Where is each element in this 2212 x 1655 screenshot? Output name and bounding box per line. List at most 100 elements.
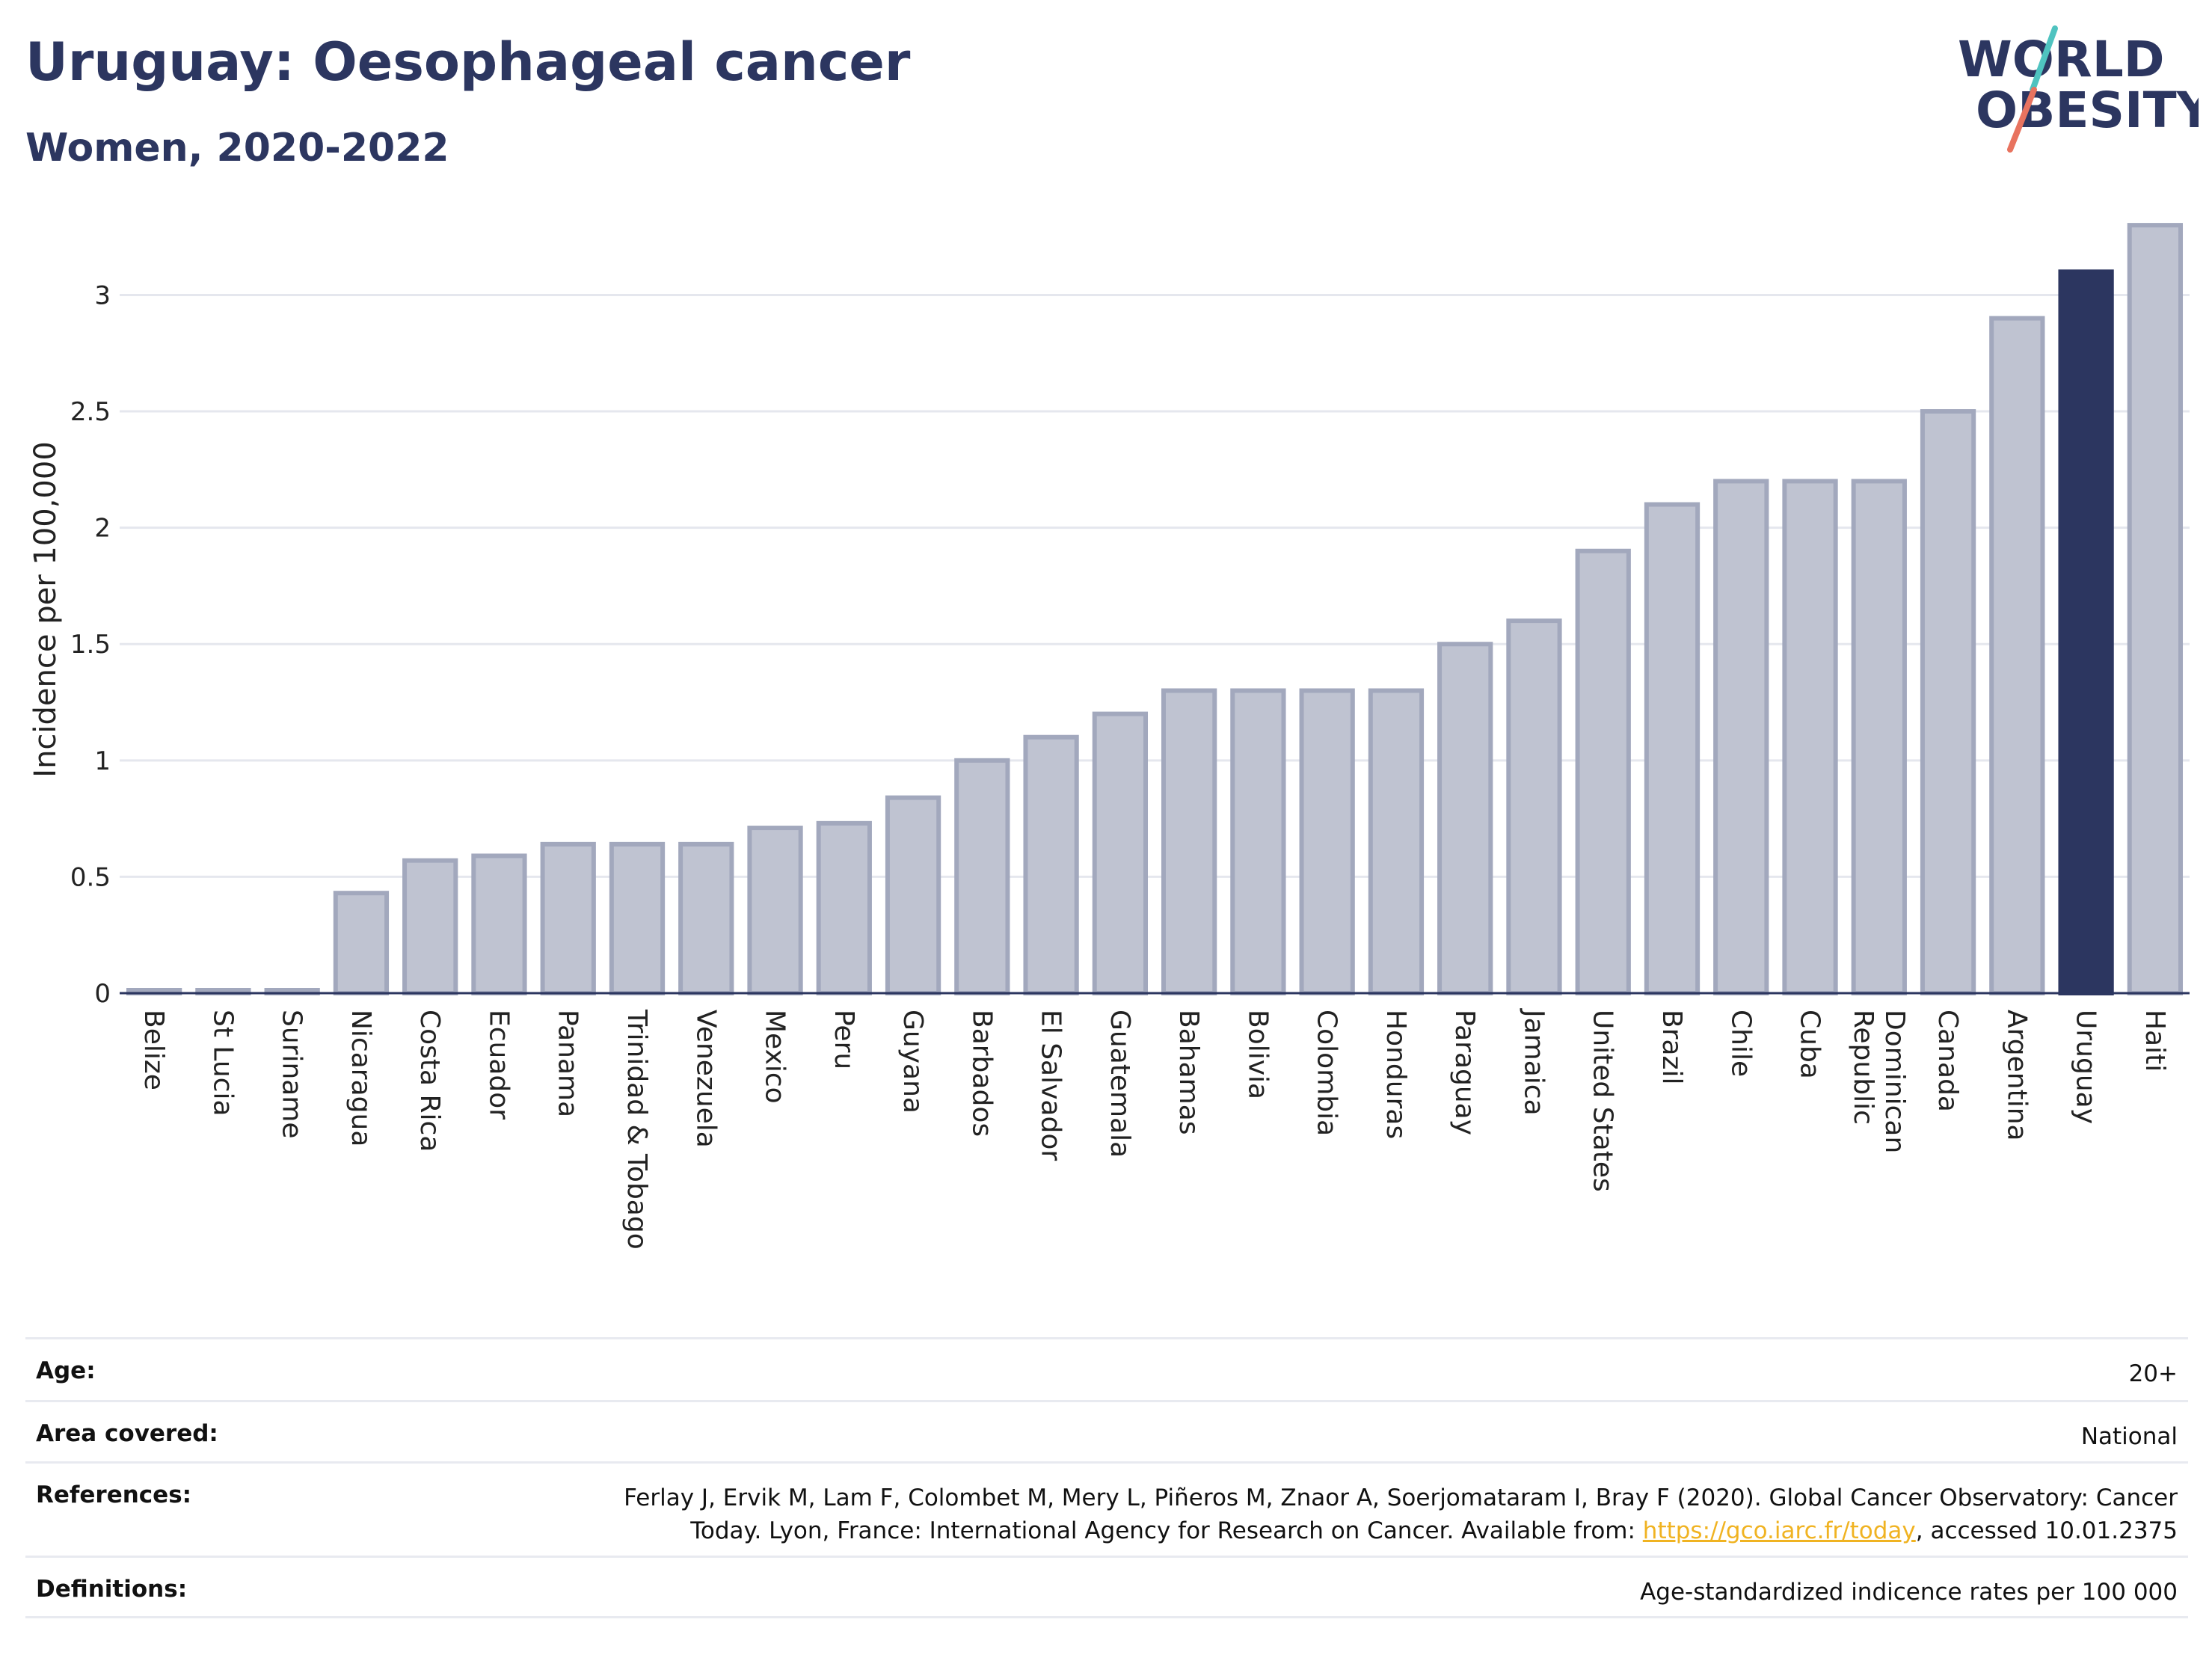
x-tick-label: Mexico (760, 1010, 790, 1104)
bar-bahamas (1161, 688, 1217, 995)
x-tick-label: Belize (138, 1010, 169, 1090)
bar-ecuador (471, 853, 527, 995)
x-tick-text: Jamaica (1518, 1008, 1549, 1116)
x-tick-text: Chile (1725, 1010, 1756, 1077)
logo-line-1: WORLD (1958, 31, 2165, 88)
definitions-label: Definitions: (36, 1576, 188, 1603)
x-tick-label: Argentina (2001, 1010, 2032, 1141)
bar-haiti (2127, 223, 2184, 995)
x-tick-text: Barbados (966, 1010, 997, 1137)
bar-paraguay (1437, 642, 1493, 995)
x-tick-label: Honduras (1380, 1010, 1411, 1139)
x-tick-label: Nicaragua (345, 1010, 376, 1146)
x-tick-label: St Lucia (207, 1010, 238, 1117)
x-tick-text: Panama (553, 1010, 583, 1117)
bar-costa-rica (402, 858, 458, 995)
x-tick-text: Guatemala (1105, 1010, 1135, 1158)
y-tick-label: 1 (94, 746, 111, 776)
bar-chile (1713, 479, 1769, 995)
x-tick-text: Bahamas (1173, 1010, 1204, 1135)
meta-row-age: Age: 20+ (25, 1337, 2188, 1400)
x-tick-text: Belize (138, 1010, 169, 1090)
x-tick-text: El Salvador (1036, 1010, 1066, 1161)
x-tick-text: Paraguay (1449, 1010, 1480, 1135)
meta-row-references: References: Ferlay J, Ervik M, Lam F, Co… (25, 1461, 2188, 1556)
bar-argentina (1989, 316, 2045, 995)
definitions-value: Age-standardized indicence rates per 100… (1640, 1579, 2178, 1606)
bar-peru (816, 820, 872, 996)
age-value: 20+ (2128, 1360, 2178, 1387)
bar-mexico (747, 826, 803, 995)
grid-lines (120, 293, 2190, 878)
x-tick-label: Uruguay (2071, 1010, 2101, 1124)
y-axis-title: Incidence per 100,000 (28, 441, 63, 778)
x-tick-text: Cuba (1795, 1010, 1825, 1079)
y-tick-label: 2 (94, 514, 111, 544)
x-tick-label: United States (1588, 1010, 1618, 1192)
axis-labels: 0 0.5 1 1.5 2 2.5 3 Belize St Lucia Suriname Nicar… (28, 280, 2170, 1249)
metadata-table: Age: 20+ Area covered: National Referenc… (25, 1337, 2188, 1618)
x-tick-label: Chile (1725, 1010, 1756, 1077)
x-tick-label: Paraguay (1449, 1010, 1480, 1135)
references-line-2-pre: Today. Lyon, France: International Agenc… (690, 1517, 1643, 1544)
bar-uruguay (2058, 269, 2114, 995)
bar-honduras (1368, 688, 1425, 995)
x-tick-text: Canada (1932, 1010, 1963, 1112)
references-line-1: Ferlay J, Ervik M, Lam F, Colombet M, Me… (624, 1484, 2178, 1511)
references-link[interactable]: https://gco.iarc.fr/today (1642, 1517, 1916, 1544)
x-tick-label: Canada (1932, 1010, 1963, 1112)
x-tick-text: Ecuador (483, 1010, 514, 1120)
y-tick-label: 0.5 (70, 862, 111, 892)
page-subtitle: Women, 2020-2022 (25, 126, 449, 171)
x-tick-text: Nicaragua (345, 1010, 376, 1146)
bars (126, 223, 2184, 996)
x-tick-text: Venezuela (690, 1010, 721, 1148)
bar-bolivia (1230, 688, 1286, 995)
x-tick-label: Bolivia (1242, 1010, 1273, 1099)
bar-jamaica (1506, 618, 1562, 996)
x-tick-text: United States (1588, 1010, 1618, 1192)
x-tick-text: Peru (829, 1010, 859, 1069)
x-tick-label: Guyana (897, 1010, 928, 1114)
x-tick-text: Trinidad & Tobago (621, 1009, 652, 1250)
x-tick-label: El Salvador (1036, 1010, 1066, 1161)
bar-cuba (1782, 479, 1838, 995)
x-tick-text: Dominican (1879, 1010, 1910, 1153)
x-tick-text: Bolivia (1242, 1010, 1273, 1099)
references-line-2-post: , accessed 10.01.2375 (1915, 1517, 2178, 1544)
x-tick-text: Haiti (2139, 1010, 2170, 1072)
bar-brazil (1644, 502, 1701, 995)
x-tick-text: Guyana (897, 1010, 928, 1114)
x-tick-label: Peru (829, 1010, 859, 1069)
bar-united-states (1575, 548, 1631, 995)
x-tick-label: Panama (553, 1010, 583, 1117)
x-tick-text: Honduras (1380, 1010, 1411, 1139)
x-tick-label: Cuba (1795, 1010, 1825, 1079)
x-tick-label: Colombia (1312, 1010, 1342, 1136)
bar-nicaragua (333, 891, 390, 995)
area-value: National (2080, 1423, 2178, 1450)
logo-slash-coral (2007, 87, 2037, 153)
bar-colombia (1299, 688, 1355, 995)
bar-guatemala (1092, 711, 1149, 996)
references-label: References: (36, 1481, 192, 1508)
x-tick-text: Argentina (2001, 1010, 2032, 1141)
x-tick-label: Venezuela (690, 1010, 721, 1148)
x-tick-label: Jamaica (1518, 1008, 1549, 1116)
x-tick-label: Bahamas (1173, 1010, 1204, 1135)
bar-trinidad-tobago (609, 841, 666, 995)
x-tick-text: Suriname (277, 1010, 307, 1139)
x-tick-label: Brazil (1656, 1010, 1687, 1084)
x-tick-label: Costa Rica (414, 1010, 445, 1152)
x-tick-label: Haiti (2139, 1010, 2170, 1072)
bar-barbados (954, 758, 1010, 996)
logo-line-2: OBESITY (1976, 82, 2199, 139)
age-label: Age: (36, 1357, 96, 1384)
bar-guyana (885, 795, 941, 996)
x-tick-text: Brazil (1656, 1010, 1687, 1084)
area-label: Area covered: (36, 1420, 218, 1447)
x-tick-label: Guatemala (1105, 1010, 1135, 1158)
x-tick-text: Uruguay (2071, 1010, 2101, 1124)
x-tick-text: St Lucia (207, 1010, 238, 1117)
